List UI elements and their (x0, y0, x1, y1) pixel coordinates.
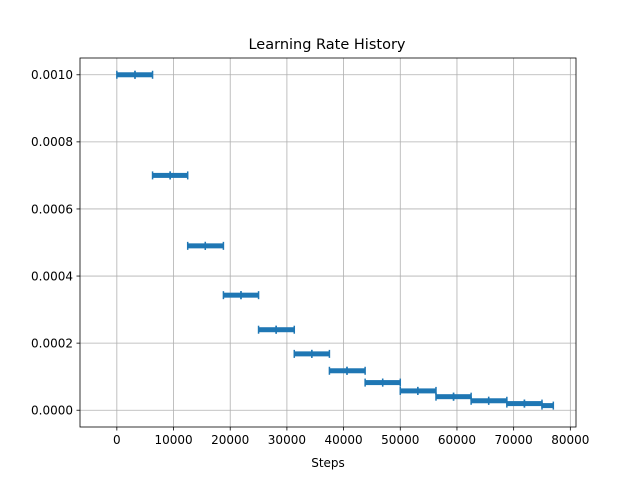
lr-marker-band (524, 401, 542, 407)
x-tick-label: 40000 (324, 433, 362, 447)
lr-marker-band (541, 403, 554, 409)
lr-marker-band (365, 380, 383, 386)
x-tick-label: 70000 (495, 433, 533, 447)
x-tick-label: 80000 (551, 433, 589, 447)
lr-marker-band (400, 388, 418, 394)
lr-marker-band (346, 368, 366, 374)
x-tick-label: 0 (113, 433, 121, 447)
lr-segment (204, 241, 225, 250)
plot-frame (79, 57, 577, 428)
lr-marker-band (205, 243, 224, 249)
lr-segment (541, 401, 555, 410)
y-tick-label: 0.0006 (31, 202, 73, 216)
lr-marker-band (382, 380, 401, 386)
lr-marker-band (276, 327, 295, 333)
lr-segment (275, 325, 296, 334)
grid-lines (80, 58, 576, 427)
lr-marker-band (170, 172, 188, 178)
lr-marker-band (187, 243, 206, 249)
chart-title: Learning Rate History (248, 37, 405, 53)
lr-segment (311, 349, 331, 358)
x-tick-label: 20000 (211, 433, 249, 447)
lr-marker-band (240, 292, 259, 298)
y-tick-label: 0.0002 (31, 336, 73, 350)
lr-segment (346, 366, 366, 375)
x-tick-label: 60000 (438, 433, 476, 447)
lr-marker-band (453, 394, 472, 400)
x-tick-label: 10000 (154, 433, 192, 447)
x-axis-ticks: 0 10000 20000 30000 40000 50000 60000 70000 8000… (113, 427, 589, 447)
lr-marker-band (488, 398, 507, 404)
lr-marker-band (116, 72, 135, 78)
lr-segment (381, 378, 402, 387)
lr-marker-band (506, 401, 525, 407)
lr-marker-band (435, 394, 454, 400)
y-axis-ticks: 0.0000 0.0002 0.0004 0.0006 0.0008 0.0010 (31, 68, 80, 418)
lr-segment (240, 291, 260, 300)
y-tick-label: 0.0008 (31, 135, 73, 149)
x-axis-title: Steps (311, 456, 345, 470)
lr-marker-band (417, 388, 436, 394)
y-tick-label: 0.0000 (31, 404, 73, 418)
y-tick-label: 0.0010 (31, 68, 73, 82)
lr-marker-band (294, 351, 312, 357)
lr-marker-band (329, 368, 347, 374)
x-tick-label: 30000 (268, 433, 306, 447)
data-series (116, 70, 555, 410)
lr-marker-band (223, 292, 241, 298)
lr-marker-band (258, 327, 277, 333)
lr-marker-band (311, 351, 330, 357)
lr-marker-band (152, 172, 171, 178)
lr-segment (134, 70, 154, 79)
lr-marker-band (134, 72, 153, 78)
lr-segment (169, 171, 189, 180)
x-tick-label: 50000 (381, 433, 419, 447)
y-tick-label: 0.0004 (31, 269, 73, 283)
lr-marker-band (471, 398, 489, 404)
